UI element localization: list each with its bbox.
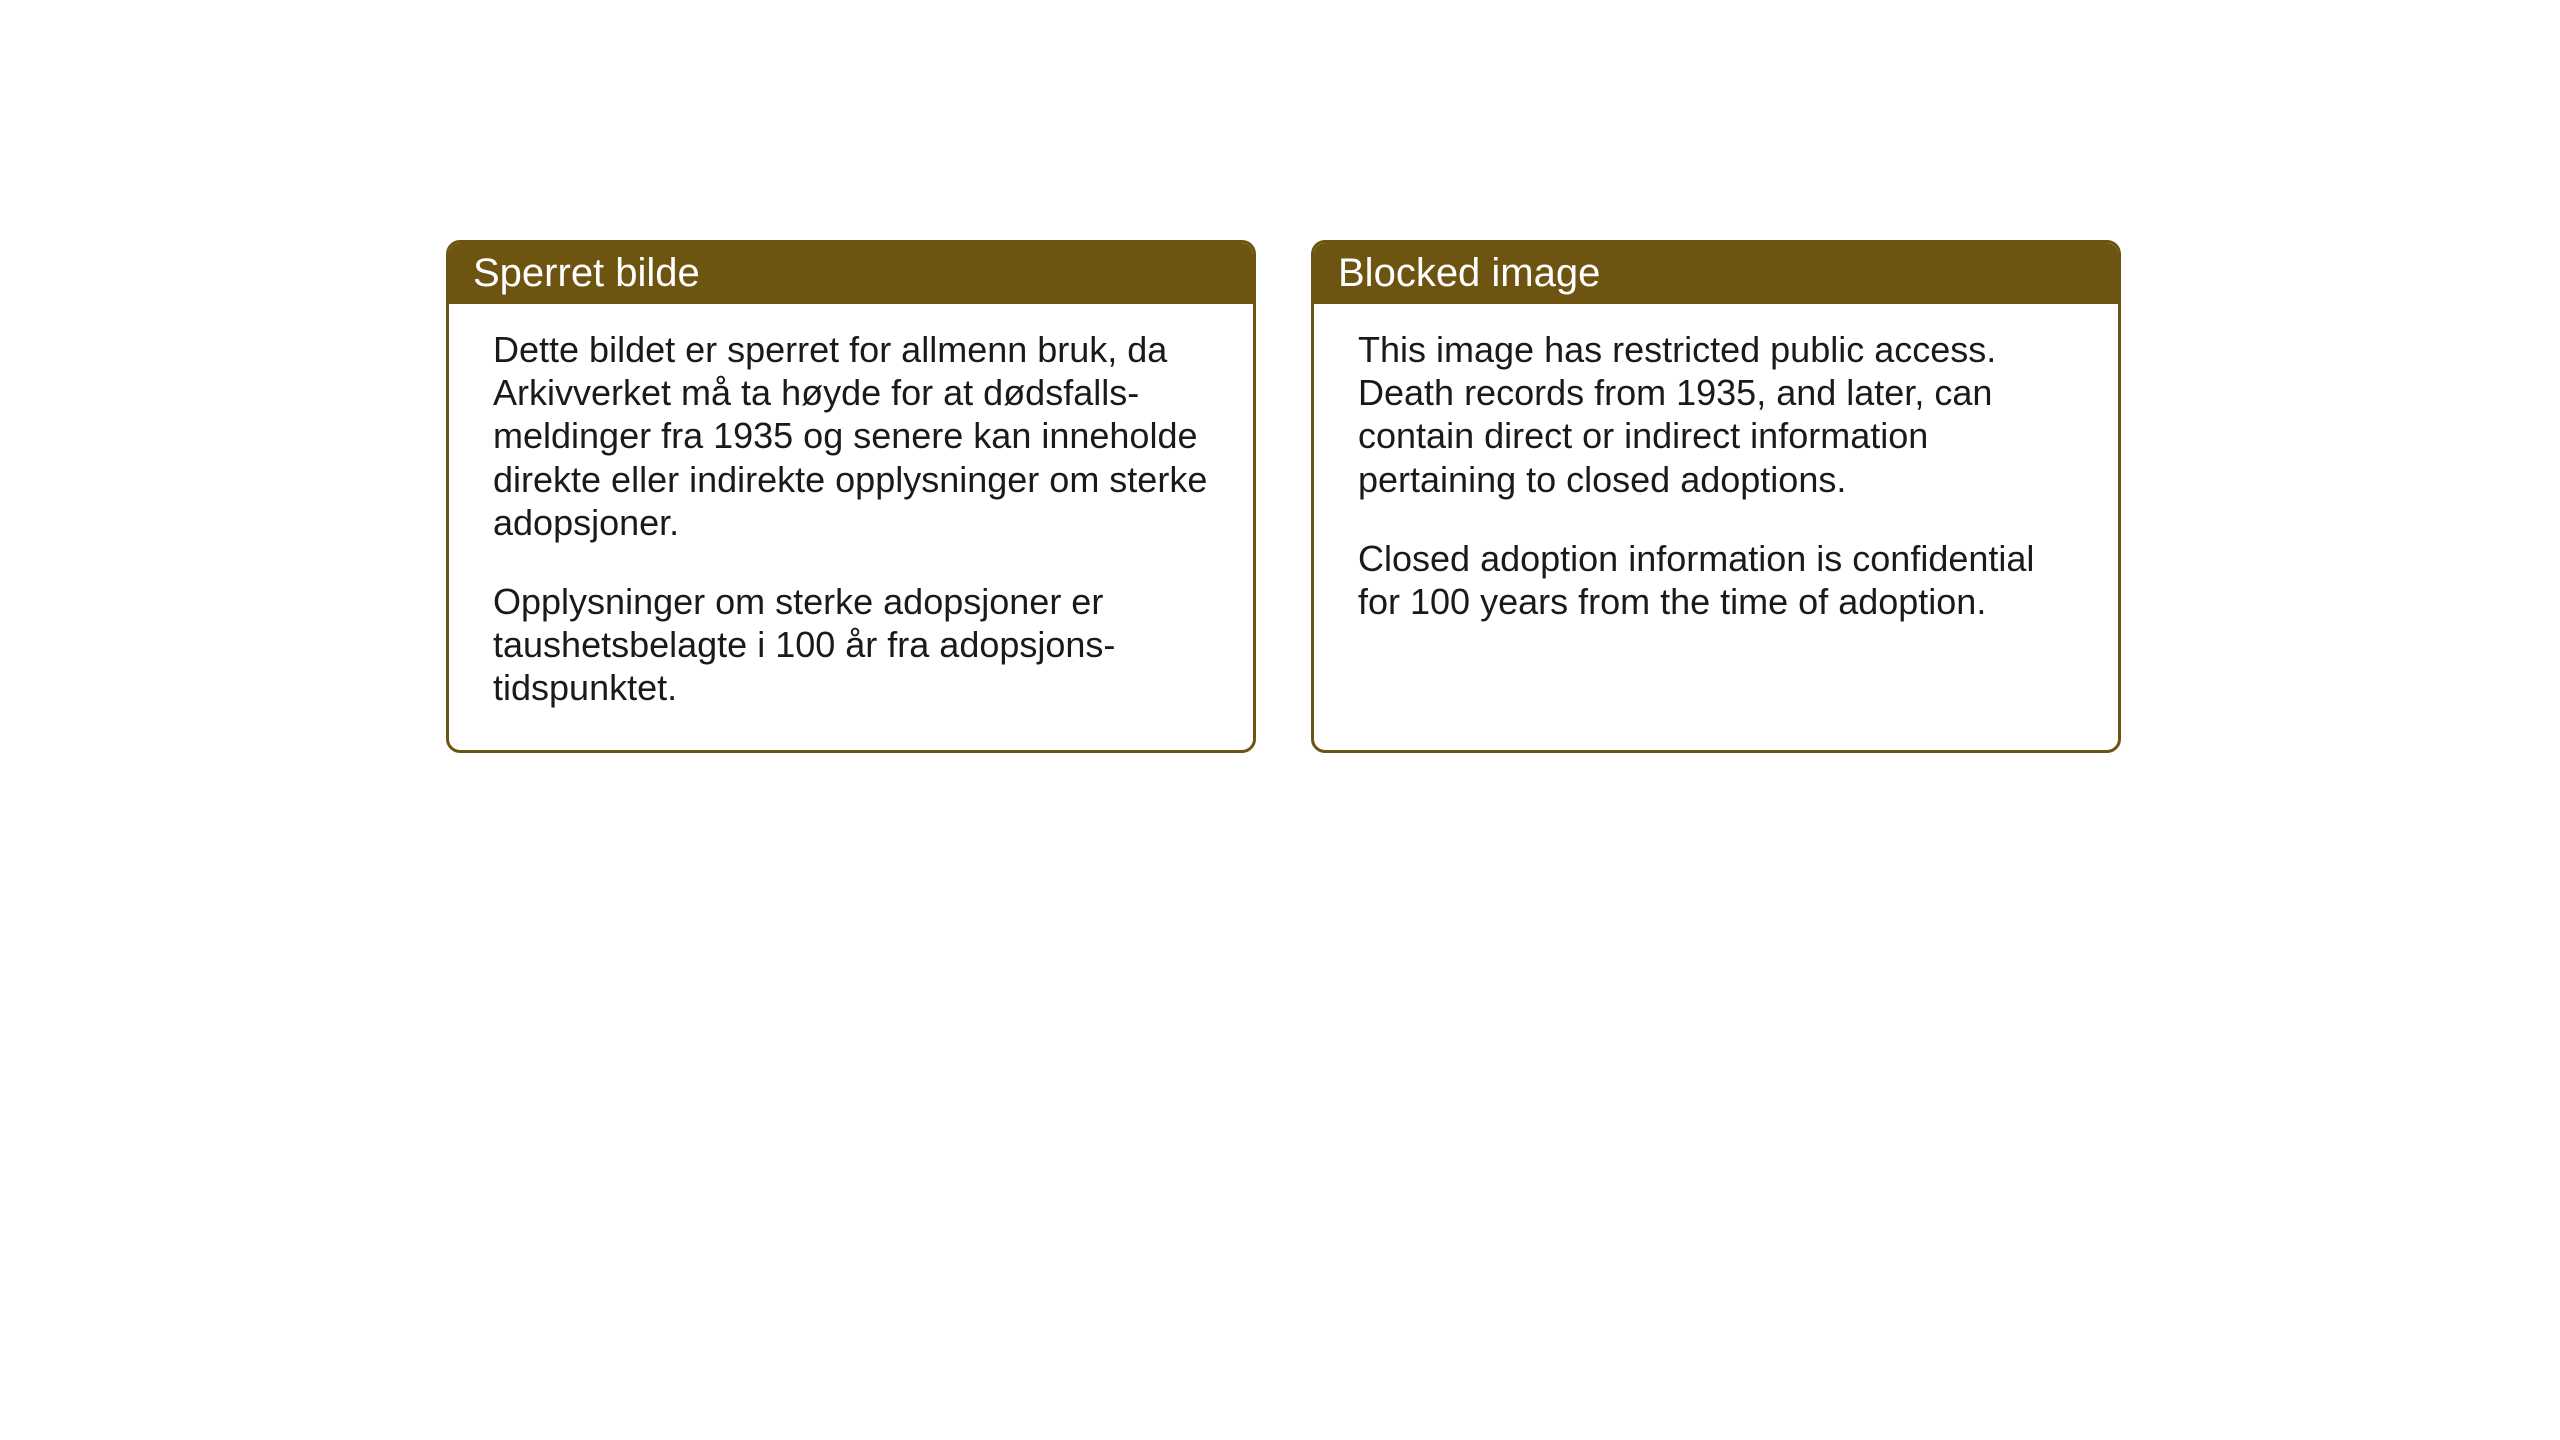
norwegian-card: Sperret bilde Dette bildet er sperret fo… bbox=[446, 240, 1256, 753]
english-paragraph-2: Closed adoption information is confident… bbox=[1358, 537, 2074, 623]
norwegian-card-title: Sperret bilde bbox=[449, 243, 1253, 304]
english-paragraph-1: This image has restricted public access.… bbox=[1358, 328, 2074, 501]
english-card-title: Blocked image bbox=[1314, 243, 2118, 304]
norwegian-paragraph-2: Opplysninger om sterke adopsjoner er tau… bbox=[493, 580, 1209, 710]
english-card: Blocked image This image has restricted … bbox=[1311, 240, 2121, 753]
norwegian-paragraph-1: Dette bildet er sperret for allmenn bruk… bbox=[493, 328, 1209, 544]
english-card-body: This image has restricted public access.… bbox=[1314, 304, 2118, 663]
cards-container: Sperret bilde Dette bildet er sperret fo… bbox=[446, 240, 2121, 753]
norwegian-card-body: Dette bildet er sperret for allmenn bruk… bbox=[449, 304, 1253, 750]
